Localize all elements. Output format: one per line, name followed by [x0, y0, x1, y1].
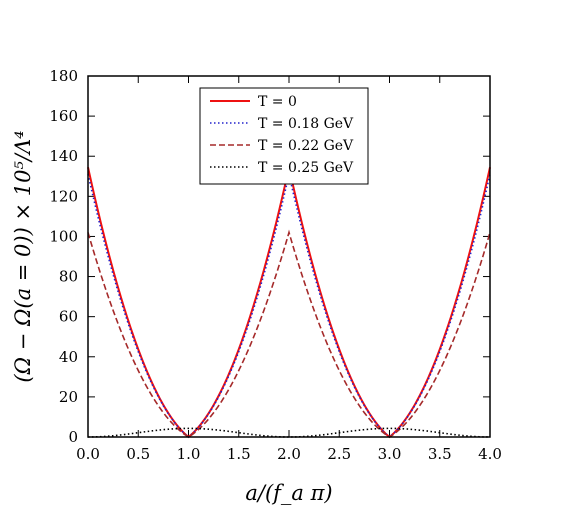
- plot-frame: [87, 75, 491, 438]
- series-layer: [87, 167, 491, 439]
- legend-box: [199, 87, 369, 185]
- y-tick-label: 20: [59, 388, 78, 406]
- legend-label-1: T = 0.18 GeV: [258, 116, 354, 132]
- legend-label-2: T = 0.22 GeV: [258, 138, 354, 154]
- x-tick-label: 3.5: [428, 445, 452, 463]
- y-tick-label: 100: [49, 227, 78, 245]
- y-tick-label: 140: [49, 147, 78, 165]
- x-tick-label: 1.5: [227, 445, 251, 463]
- series-line-1: [87, 174, 491, 439]
- y-axis-ticks: 0 20 40 60 80 100 120 140 160 180: [49, 67, 490, 446]
- x-tick-label: 4.0: [478, 445, 502, 463]
- y-tick-label: 60: [59, 308, 78, 326]
- y-axis-label: (Ω − Ω(a = 0)) × 10⁵/Λ⁴: [11, 130, 35, 382]
- x-axis-label: a/(f_a π): [245, 481, 332, 505]
- legend-label-3: T = 0.25 GeV: [258, 160, 354, 176]
- y-tick-label: 120: [49, 187, 78, 205]
- series-line-0: [87, 167, 491, 439]
- legend-label-0: T = 0: [258, 94, 297, 110]
- x-axis-ticks: 0.0 0.5 1.0 1.5 2.0 2.5 3.0 3.5 4.0: [76, 76, 502, 463]
- y-tick-label: 80: [59, 268, 78, 286]
- series-line-2: [87, 229, 491, 438]
- y-tick-label: 180: [49, 67, 78, 85]
- x-tick-label: 2.0: [277, 445, 301, 463]
- x-tick-label: 0.5: [126, 445, 150, 463]
- y-tick-label: 40: [59, 348, 78, 366]
- y-tick-label: 0: [68, 428, 78, 446]
- x-tick-label: 2.5: [327, 445, 351, 463]
- series-line-3: [88, 427, 490, 438]
- x-tick-label: 0.0: [76, 445, 100, 463]
- legend: T = 0 T = 0.18 GeV T = 0.22 GeV T = 0.25 Ge…: [199, 87, 369, 185]
- x-tick-label: 1.0: [177, 445, 201, 463]
- y-tick-label: 160: [49, 107, 78, 125]
- x-tick-label: 3.0: [378, 445, 402, 463]
